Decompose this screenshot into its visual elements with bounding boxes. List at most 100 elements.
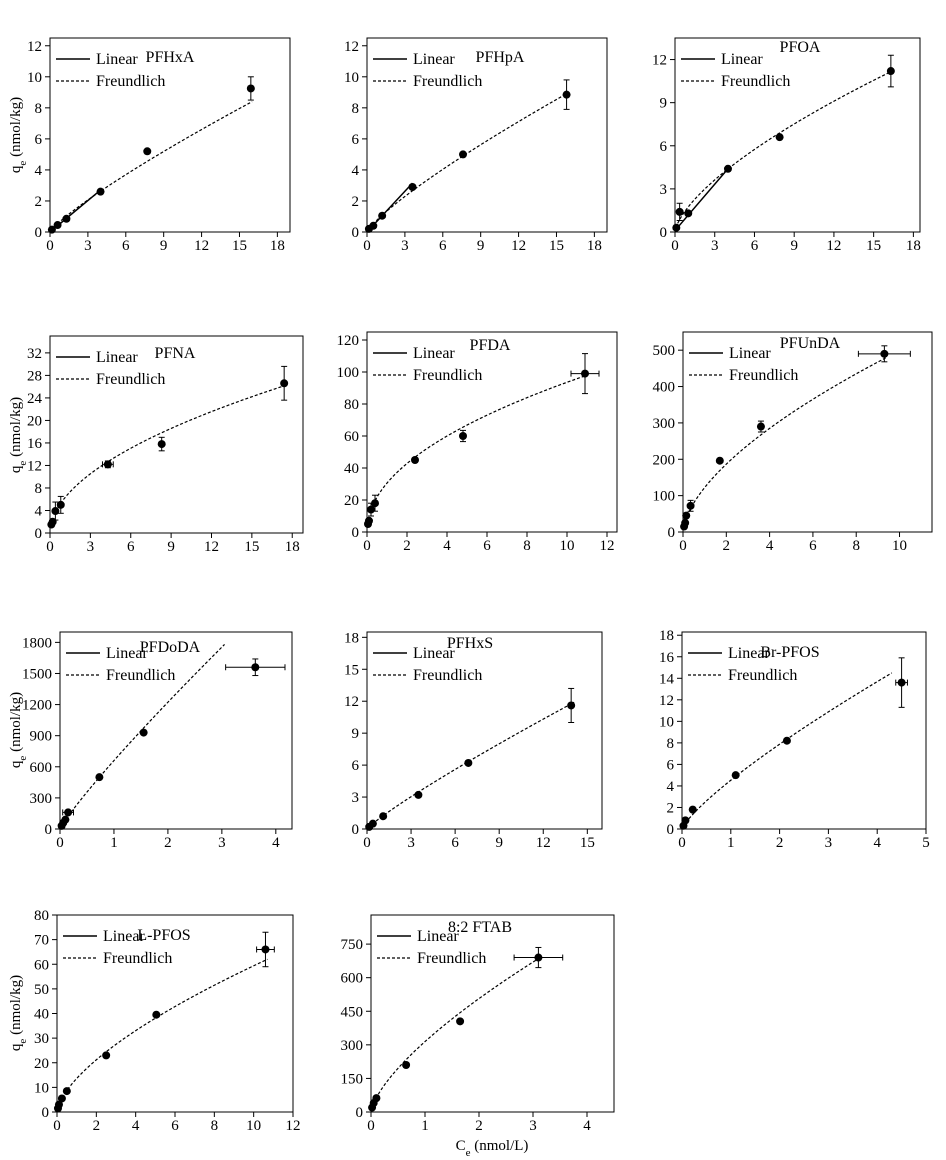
legend-linear-label: Linear <box>417 928 459 945</box>
y-tick-label: 0 <box>660 225 668 241</box>
x-tick-label: 12 <box>204 539 219 555</box>
x-tick-label: 0 <box>678 835 686 851</box>
chart-panel-br-pfos: 0 1 2 3 4 5024681012141618Br-PFOSLinearFreund… <box>659 628 930 851</box>
data-point <box>54 1100 63 1109</box>
x-tick-label: 18 <box>270 238 285 254</box>
freundlich-fit-curve <box>53 101 253 228</box>
y-tick-label: 9 <box>352 726 360 742</box>
data-point <box>96 187 105 196</box>
freundlich-fit-curve <box>368 701 575 828</box>
data-point <box>715 456 724 465</box>
data-point <box>897 678 906 687</box>
y-tick-label: 50 <box>34 982 49 998</box>
y-tick-label: 16 <box>659 650 675 666</box>
x-tick-label: 3 <box>84 238 92 254</box>
freundlich-fit-curve <box>373 958 539 1104</box>
y-tick-label: 16 <box>27 436 43 452</box>
legend-linear-label: Linear <box>103 928 145 945</box>
x-tick-label: 0 <box>46 238 54 254</box>
data-point <box>152 1010 161 1019</box>
x-tick-label: 3 <box>87 539 95 555</box>
x-tick-label: 2 <box>93 1118 101 1134</box>
y-tick-label: 8 <box>35 101 43 117</box>
y-tick-label: 40 <box>34 1007 49 1023</box>
data-point <box>53 221 62 230</box>
plot-frame <box>366 331 618 533</box>
freundlich-fit-curve <box>682 672 893 828</box>
x-tick-label: 15 <box>244 539 259 555</box>
x-tick-label: 15 <box>549 238 564 254</box>
data-point <box>368 819 377 828</box>
y-tick-label: 4 <box>352 163 360 179</box>
y-tick-label: 12 <box>344 39 359 55</box>
y-tick-label: 60 <box>34 957 49 973</box>
y-tick-label: 20 <box>344 493 359 509</box>
y-tick-label: 14 <box>659 671 675 687</box>
data-point <box>686 501 695 510</box>
legend-linear-label: Linear <box>96 349 138 366</box>
y-tick-label: 400 <box>653 380 676 396</box>
x-tick-label: 2 <box>776 835 784 851</box>
y-axis-label-unit: (nmol/kg) <box>8 975 24 1039</box>
x-tick-label: 3 <box>401 238 409 254</box>
y-tick-label: 18 <box>344 630 359 646</box>
x-tick-label: 12 <box>536 835 551 851</box>
data-point <box>581 369 589 378</box>
y-tick-label: 80 <box>344 397 359 413</box>
legend-linear-label: Linear <box>721 51 763 68</box>
data-point <box>675 207 684 216</box>
x-tick-label: 15 <box>232 238 247 254</box>
y-tick-label: 500 <box>653 343 676 359</box>
x-tick-label: 4 <box>443 538 451 554</box>
plot-frame <box>370 914 615 1113</box>
y-tick-label: 300 <box>341 1038 364 1054</box>
y-tick-label: 0 <box>668 525 676 541</box>
data-point <box>139 728 148 737</box>
y-tick-label: 3 <box>660 182 668 198</box>
y-tick-label: 1500 <box>22 666 52 682</box>
data-point <box>102 1051 111 1060</box>
plot-frame <box>49 37 291 233</box>
x-tick-label: 6 <box>122 238 130 254</box>
y-axis-label-subscript: e <box>17 161 29 166</box>
legend-linear-label: Linear <box>729 345 771 362</box>
x-tick-label: 15 <box>580 835 595 851</box>
x-tick-label: 6 <box>809 538 817 554</box>
y-tick-label: 0 <box>356 1105 364 1121</box>
data-point <box>688 805 697 814</box>
data-point <box>464 758 473 767</box>
y-tick-label: 28 <box>27 368 42 384</box>
y-tick-label: 120 <box>337 333 360 349</box>
plot-frame <box>366 631 603 830</box>
x-tick-label: 4 <box>132 1118 140 1134</box>
x-tick-label: 0 <box>56 835 64 851</box>
data-point <box>775 133 784 142</box>
y-axis-label-subscript: e <box>17 756 29 761</box>
x-tick-label: 9 <box>495 835 503 851</box>
x-tick-label: 2 <box>475 1118 483 1134</box>
x-tick-label: 4 <box>272 835 280 851</box>
y-tick-label: 8 <box>35 481 43 497</box>
x-tick-label: 0 <box>671 238 679 254</box>
data-point <box>378 211 387 220</box>
y-tick-label: 100 <box>653 489 676 505</box>
x-tick-label: 3 <box>407 835 415 851</box>
y-tick-label: 12 <box>344 694 359 710</box>
x-tick-label: 1 <box>110 835 118 851</box>
x-tick-label: 9 <box>790 238 798 254</box>
legend-linear-label: Linear <box>728 645 770 662</box>
y-axis-label: qe (nmol/kg) <box>8 397 29 473</box>
data-point <box>251 663 260 672</box>
data-point <box>886 67 895 76</box>
x-tick-label: 0 <box>367 1118 375 1134</box>
x-tick-label: 6 <box>451 835 459 851</box>
y-tick-label: 30 <box>34 1031 49 1047</box>
y-tick-label: 1800 <box>22 635 52 651</box>
y-tick-label: 600 <box>30 760 53 776</box>
x-axis-label-unit: (nmol/L) <box>471 1138 529 1154</box>
legend-freundlich-label: Freundlich <box>729 367 798 384</box>
data-point <box>62 1087 71 1096</box>
x-tick-label: 6 <box>751 238 759 254</box>
x-tick-label: 10 <box>246 1118 261 1134</box>
